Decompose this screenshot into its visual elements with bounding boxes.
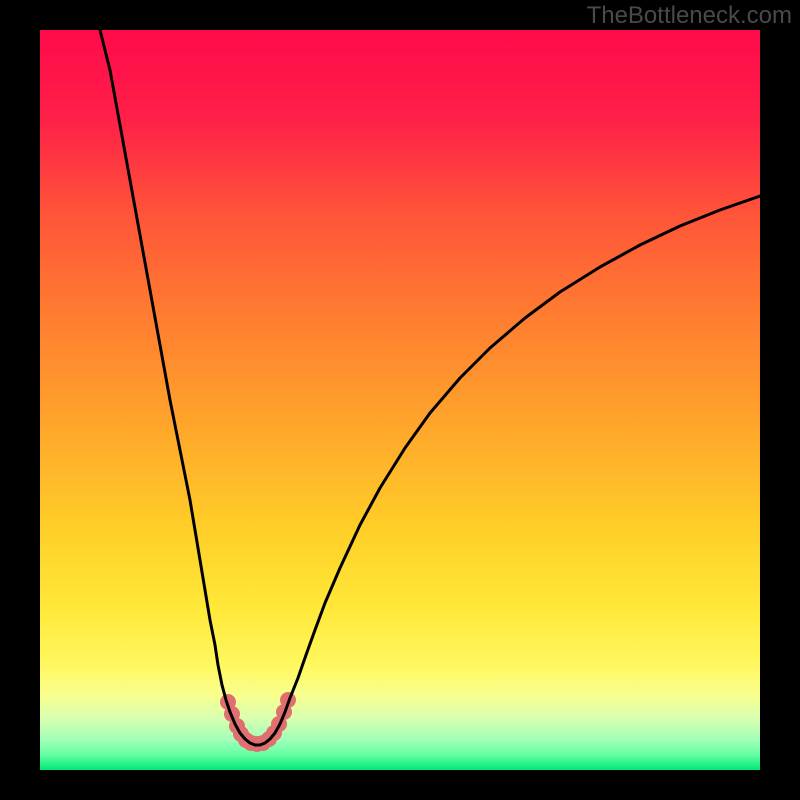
curve-layer bbox=[40, 30, 760, 770]
bottleneck-curve bbox=[100, 30, 760, 745]
watermark-text: TheBottleneck.com bbox=[587, 2, 792, 30]
plot-area bbox=[40, 30, 760, 770]
bottleneck-markers bbox=[220, 692, 296, 752]
